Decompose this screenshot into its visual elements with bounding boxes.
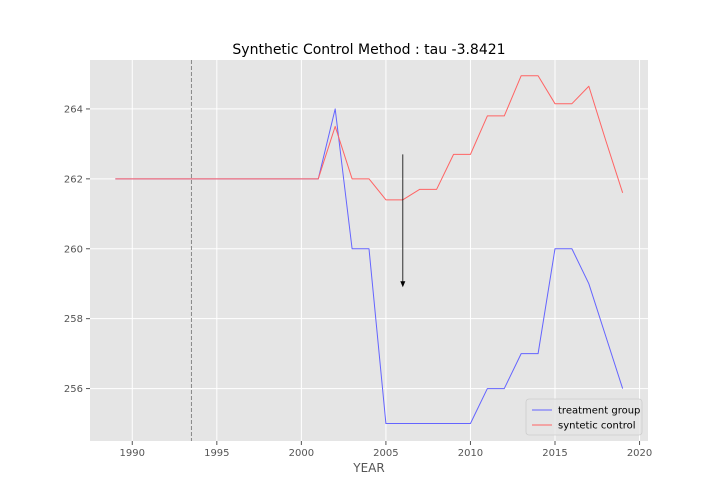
series-layer (115, 75, 624, 425)
x-tick-label: 1990 (120, 448, 145, 459)
chart-title: Synthetic Control Method : tau -3.8421 (232, 42, 505, 58)
y-tick-label: 262 (64, 174, 83, 185)
x-axis-ticks: 1990 1995 2000 2005 2010 2015 2020 (120, 441, 652, 459)
x-tick-label: 2005 (373, 448, 398, 459)
x-tick-label: 2015 (542, 448, 567, 459)
y-axis-ticks: 256 258 260 262 264 (64, 104, 90, 395)
x-tick-label: 1995 (204, 448, 229, 459)
legend-label-1: syntetic control (558, 421, 636, 432)
arrow-layer (400, 154, 406, 288)
x-tick-label: 2020 (627, 448, 652, 459)
y-tick-label: 256 (64, 384, 83, 395)
y-tick-label: 264 (64, 104, 83, 115)
series-line-1 (115, 75, 624, 201)
effect-arrow-head (400, 281, 406, 288)
x-tick-label: 2010 (458, 448, 483, 459)
x-tick-label: 2000 (289, 448, 314, 459)
legend: treatment group syntetic control (525, 398, 643, 436)
legend-label-0: treatment group (558, 406, 640, 417)
legend-box (525, 398, 643, 436)
y-tick-label: 260 (64, 244, 83, 255)
y-tick-label: 258 (64, 314, 83, 325)
x-axis-label: YEAR (352, 461, 384, 475)
